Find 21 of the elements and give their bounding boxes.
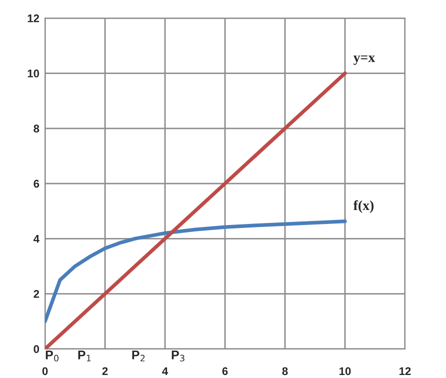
y-tick-label: 8: [34, 124, 40, 133]
text: P$_{0}$: [46, 350, 58, 362]
x-tick-label: 6: [222, 367, 228, 376]
text: P$_{1}$: [78, 350, 91, 362]
x-tick-label: 8: [282, 367, 288, 376]
x-tick-label: 12: [399, 367, 411, 375]
x-tick-label: 0: [42, 367, 48, 376]
y-tick-label: 10: [28, 70, 40, 78]
y-tick-label: 0: [34, 345, 40, 354]
y-tick-label: 2: [34, 290, 40, 298]
x-tick-label: 2: [102, 367, 108, 375]
line-series: [45, 219, 347, 324]
x-tick-label: 10: [340, 367, 351, 376]
text: P$_{3}$: [172, 350, 184, 362]
y-tick-label: 6: [34, 180, 40, 188]
series-label: y=x: [353, 55, 376, 65]
text: P$_{2}$: [132, 350, 145, 362]
y-tick-label: 12: [28, 14, 40, 22]
series-label: f(x): [353, 200, 374, 213]
y-tick-label: 4: [33, 235, 40, 243]
x-tick-label: 4: [162, 367, 168, 375]
